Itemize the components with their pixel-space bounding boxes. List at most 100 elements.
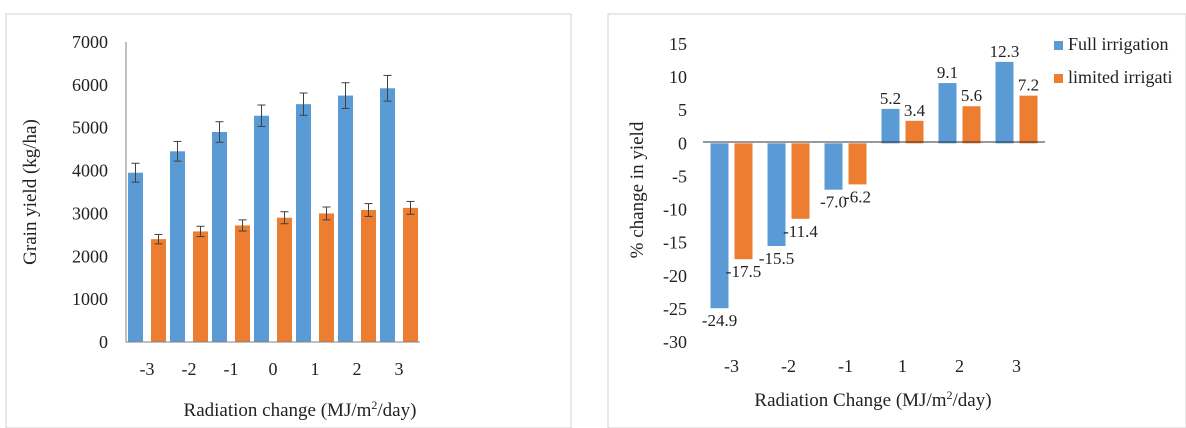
left-y-axis-label: Grain yield (kg/ha) bbox=[20, 119, 41, 265]
left-x-tick-labels: -3 -2 -1 0 1 2 3 bbox=[140, 359, 404, 379]
limited-irrigation-bar bbox=[277, 217, 292, 342]
right-y-tick-labels: 15 10 5 0 -5 -10 -15 -20 -25 -30 bbox=[663, 34, 687, 352]
left-x-axis-label: Radiation change (MJ/m2/day) bbox=[184, 398, 417, 421]
left-bars bbox=[128, 74, 418, 343]
left-x-tick-label: 0 bbox=[269, 359, 278, 379]
right-y-tick-label: -20 bbox=[663, 266, 687, 286]
right-y-tick-label: -15 bbox=[663, 233, 687, 253]
limited-irrigation-bar bbox=[361, 210, 376, 342]
right-y-tick-label: 15 bbox=[669, 34, 687, 54]
legend-swatch-limited bbox=[1054, 74, 1063, 83]
full-irrigation-bar bbox=[296, 104, 311, 343]
data-label: 3.4 bbox=[904, 101, 926, 120]
legend-label-full: Full irrigation bbox=[1068, 34, 1169, 54]
limited-irrigation-bar bbox=[1019, 95, 1038, 144]
data-label: 12.3 bbox=[990, 42, 1020, 61]
right-y-axis-label: % change in yield bbox=[627, 121, 648, 258]
limited-irrigation-bar bbox=[848, 143, 867, 185]
right-x-tick-label: 2 bbox=[955, 356, 964, 376]
left-x-tick-label: 1 bbox=[311, 359, 320, 379]
limited-irrigation-bar bbox=[905, 120, 924, 144]
data-label: -15.5 bbox=[759, 249, 794, 268]
left-x-tick-label: 3 bbox=[395, 359, 404, 379]
right-x-tick-label: -3 bbox=[724, 356, 739, 376]
data-label: 9.1 bbox=[937, 63, 958, 82]
full-irrigation-bar bbox=[995, 61, 1014, 144]
left-x-tick-label: -3 bbox=[140, 359, 155, 379]
limited-irrigation-bar bbox=[403, 207, 418, 342]
data-label: 5.2 bbox=[880, 89, 901, 108]
data-label: -24.9 bbox=[702, 311, 737, 330]
limited-irrigation-bar bbox=[734, 143, 753, 260]
right-x-tick-labels: -3 -2 -1 1 2 3 bbox=[724, 356, 1021, 376]
legend-label-limited: limited irrigati bbox=[1068, 67, 1172, 87]
left-x-tick-label: -1 bbox=[224, 359, 239, 379]
error-bar bbox=[173, 140, 182, 162]
left-y-tick-label: 2000 bbox=[72, 246, 108, 266]
limited-irrigation-bar bbox=[151, 239, 166, 342]
full-irrigation-bar bbox=[767, 143, 786, 246]
error-bar bbox=[406, 200, 415, 215]
error-bar bbox=[196, 225, 205, 238]
right-legend: Full irrigation limited irrigati bbox=[1054, 34, 1172, 87]
data-label: 5.6 bbox=[961, 86, 982, 105]
left-y-tick-label: 7000 bbox=[72, 32, 108, 52]
right-y-tick-label: -30 bbox=[663, 332, 687, 352]
right-y-tick-label: -10 bbox=[663, 200, 687, 220]
left-y-tick-label: 0 bbox=[99, 332, 108, 352]
data-label: 7.2 bbox=[1018, 76, 1039, 95]
right-x-axis-label: Radiation Change (MJ/m2/day) bbox=[754, 388, 991, 411]
left-y-tick-label: 5000 bbox=[72, 118, 108, 138]
error-bar bbox=[238, 219, 247, 232]
error-bar bbox=[341, 82, 350, 109]
error-bar bbox=[215, 121, 224, 143]
limited-irrigation-bar bbox=[319, 213, 334, 342]
limited-irrigation-bar bbox=[235, 225, 250, 342]
full-irrigation-bar bbox=[710, 143, 729, 309]
right-data-labels: -24.9 -17.5-15.5 -11.4-7.0-6.2 5.23.4 9.15.6… bbox=[702, 42, 1039, 330]
right-y-tick-label: 5 bbox=[678, 100, 687, 120]
full-irrigation-bar bbox=[380, 88, 395, 343]
right-x-tick-label: -1 bbox=[838, 356, 853, 376]
full-irrigation-bar bbox=[938, 83, 957, 144]
right-y-tick-label: -25 bbox=[663, 299, 687, 319]
right-y-tick-label: 10 bbox=[669, 67, 687, 87]
left-y-tick-label: 1000 bbox=[72, 289, 108, 309]
limited-irrigation-bar bbox=[193, 231, 208, 342]
left-y-tick-label: 6000 bbox=[72, 75, 108, 95]
data-label: -6.2 bbox=[844, 187, 871, 206]
right-y-tick-label: 0 bbox=[678, 133, 687, 153]
limited-irrigation-bar bbox=[791, 143, 810, 219]
full-irrigation-bar bbox=[824, 143, 843, 190]
full-irrigation-bar bbox=[128, 172, 143, 342]
error-bar bbox=[322, 206, 331, 221]
left-x-tick-label: -2 bbox=[182, 359, 197, 379]
right-x-tick-label: 1 bbox=[898, 356, 907, 376]
full-irrigation-bar bbox=[881, 108, 900, 144]
error-bar bbox=[299, 92, 308, 116]
full-irrigation-bar bbox=[338, 95, 353, 342]
left-y-tick-labels: 0 1000 2000 3000 4000 5000 6000 7000 bbox=[72, 32, 108, 352]
right-x-tick-label: 3 bbox=[1012, 356, 1021, 376]
error-bar bbox=[257, 104, 266, 127]
right-bars bbox=[710, 61, 1038, 309]
right-y-tick-label: -5 bbox=[672, 166, 687, 186]
full-irrigation-bar bbox=[254, 115, 269, 342]
right-x-tick-label: -2 bbox=[781, 356, 796, 376]
left-y-tick-label: 4000 bbox=[72, 161, 108, 181]
right-chart-frame bbox=[607, 13, 1186, 428]
data-label: -7.0 bbox=[820, 193, 847, 212]
error-bar bbox=[280, 211, 289, 225]
legend-swatch-full bbox=[1054, 41, 1063, 50]
data-label: -11.4 bbox=[783, 222, 818, 241]
full-irrigation-bar bbox=[212, 132, 227, 342]
error-bar bbox=[364, 203, 373, 217]
full-irrigation-bar bbox=[170, 151, 185, 342]
left-y-tick-label: 3000 bbox=[72, 203, 108, 223]
error-bar bbox=[131, 162, 140, 183]
error-bar bbox=[383, 74, 392, 102]
left-x-tick-label: 2 bbox=[353, 359, 362, 379]
data-label: -17.5 bbox=[726, 262, 761, 281]
error-bar bbox=[154, 233, 163, 245]
